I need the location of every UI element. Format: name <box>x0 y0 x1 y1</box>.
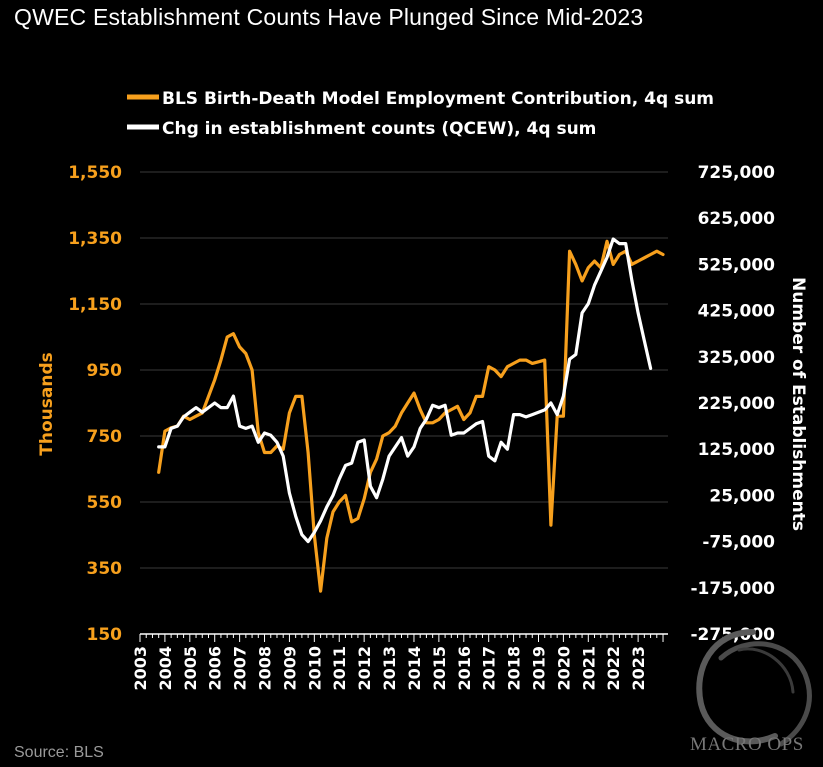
left-axis-title: Thousands <box>37 352 57 455</box>
right-tick-label: 725,000 <box>698 163 776 183</box>
right-tick-label: -175,000 <box>691 579 776 599</box>
x-tick-label: 2010 <box>305 646 324 691</box>
x-tick-label: 2020 <box>554 646 573 691</box>
right-tick-label: 125,000 <box>698 440 776 460</box>
watermark-text: MACRO OPS <box>690 734 804 755</box>
left-tick-label: 950 <box>87 361 123 381</box>
x-tick-label: 2012 <box>355 646 374 691</box>
x-tick-label: 2016 <box>455 646 474 691</box>
x-tick-label: 2005 <box>181 646 200 691</box>
x-tick-label: 2004 <box>156 646 175 691</box>
x-tick-label: 2006 <box>206 646 225 691</box>
x-tick-label: 2017 <box>480 646 499 691</box>
right-tick-label: 525,000 <box>698 255 776 275</box>
x-tick-label: 2014 <box>405 646 424 691</box>
x-tick-label: 2021 <box>579 646 598 691</box>
left-tick-label: 550 <box>87 493 123 513</box>
right-tick-label: 425,000 <box>698 302 776 322</box>
chart-title: QWEC Establishment Counts Have Plunged S… <box>14 4 644 30</box>
x-tick-label: 2022 <box>604 646 623 691</box>
right-axis-title: Number of Establishments <box>788 277 808 531</box>
grid <box>140 171 668 635</box>
right-tick-label: 625,000 <box>698 209 776 229</box>
x-tick-label: 2011 <box>330 646 349 691</box>
x-tick-label: 2008 <box>256 646 275 691</box>
source-note: Source: BLS <box>14 744 104 761</box>
right-tick-label: -75,000 <box>702 533 775 553</box>
x-tick-label: 2019 <box>529 646 548 691</box>
x-tick-label: 2023 <box>629 646 648 691</box>
macro-ops-logo-icon <box>696 629 812 747</box>
series-layer <box>157 237 665 593</box>
right-axis-ticks: -275,000-175,000-75,00025,000125,000225,… <box>691 163 776 645</box>
x-tick-label: 2015 <box>430 646 449 691</box>
legend-label-qcew: Chg in establishment counts (QCEW), 4q s… <box>162 119 596 139</box>
left-tick-label: 350 <box>87 559 123 579</box>
left-tick-label: 750 <box>87 427 123 447</box>
series-line-birth-death <box>157 239 665 593</box>
left-axis-ticks: 150 350 550 750 950 1,150 1,350 1,550 <box>68 163 122 645</box>
x-tick-label: 2003 <box>131 646 150 691</box>
right-tick-label: 225,000 <box>698 394 776 414</box>
left-tick-label: 1,150 <box>68 295 122 315</box>
right-tick-label: 25,000 <box>709 486 775 506</box>
left-tick-label: 1,350 <box>68 229 122 249</box>
x-tick-label: 2009 <box>280 646 299 691</box>
series-line-qcew <box>157 237 653 544</box>
x-axis: 2003 2004 2005 2006 2007 2008 2009 2010 2011 2012… <box>131 633 668 691</box>
x-tick-label: 2013 <box>380 646 399 691</box>
right-tick-label: 325,000 <box>698 348 776 368</box>
left-tick-label: 1,550 <box>68 163 122 183</box>
left-tick-label: 150 <box>87 625 123 645</box>
legend: BLS Birth-Death Model Employment Contrib… <box>127 89 714 139</box>
x-tick-label: 2018 <box>505 646 524 691</box>
legend-label-bd: BLS Birth-Death Model Employment Contrib… <box>162 89 714 109</box>
x-tick-label: 2007 <box>231 646 250 691</box>
